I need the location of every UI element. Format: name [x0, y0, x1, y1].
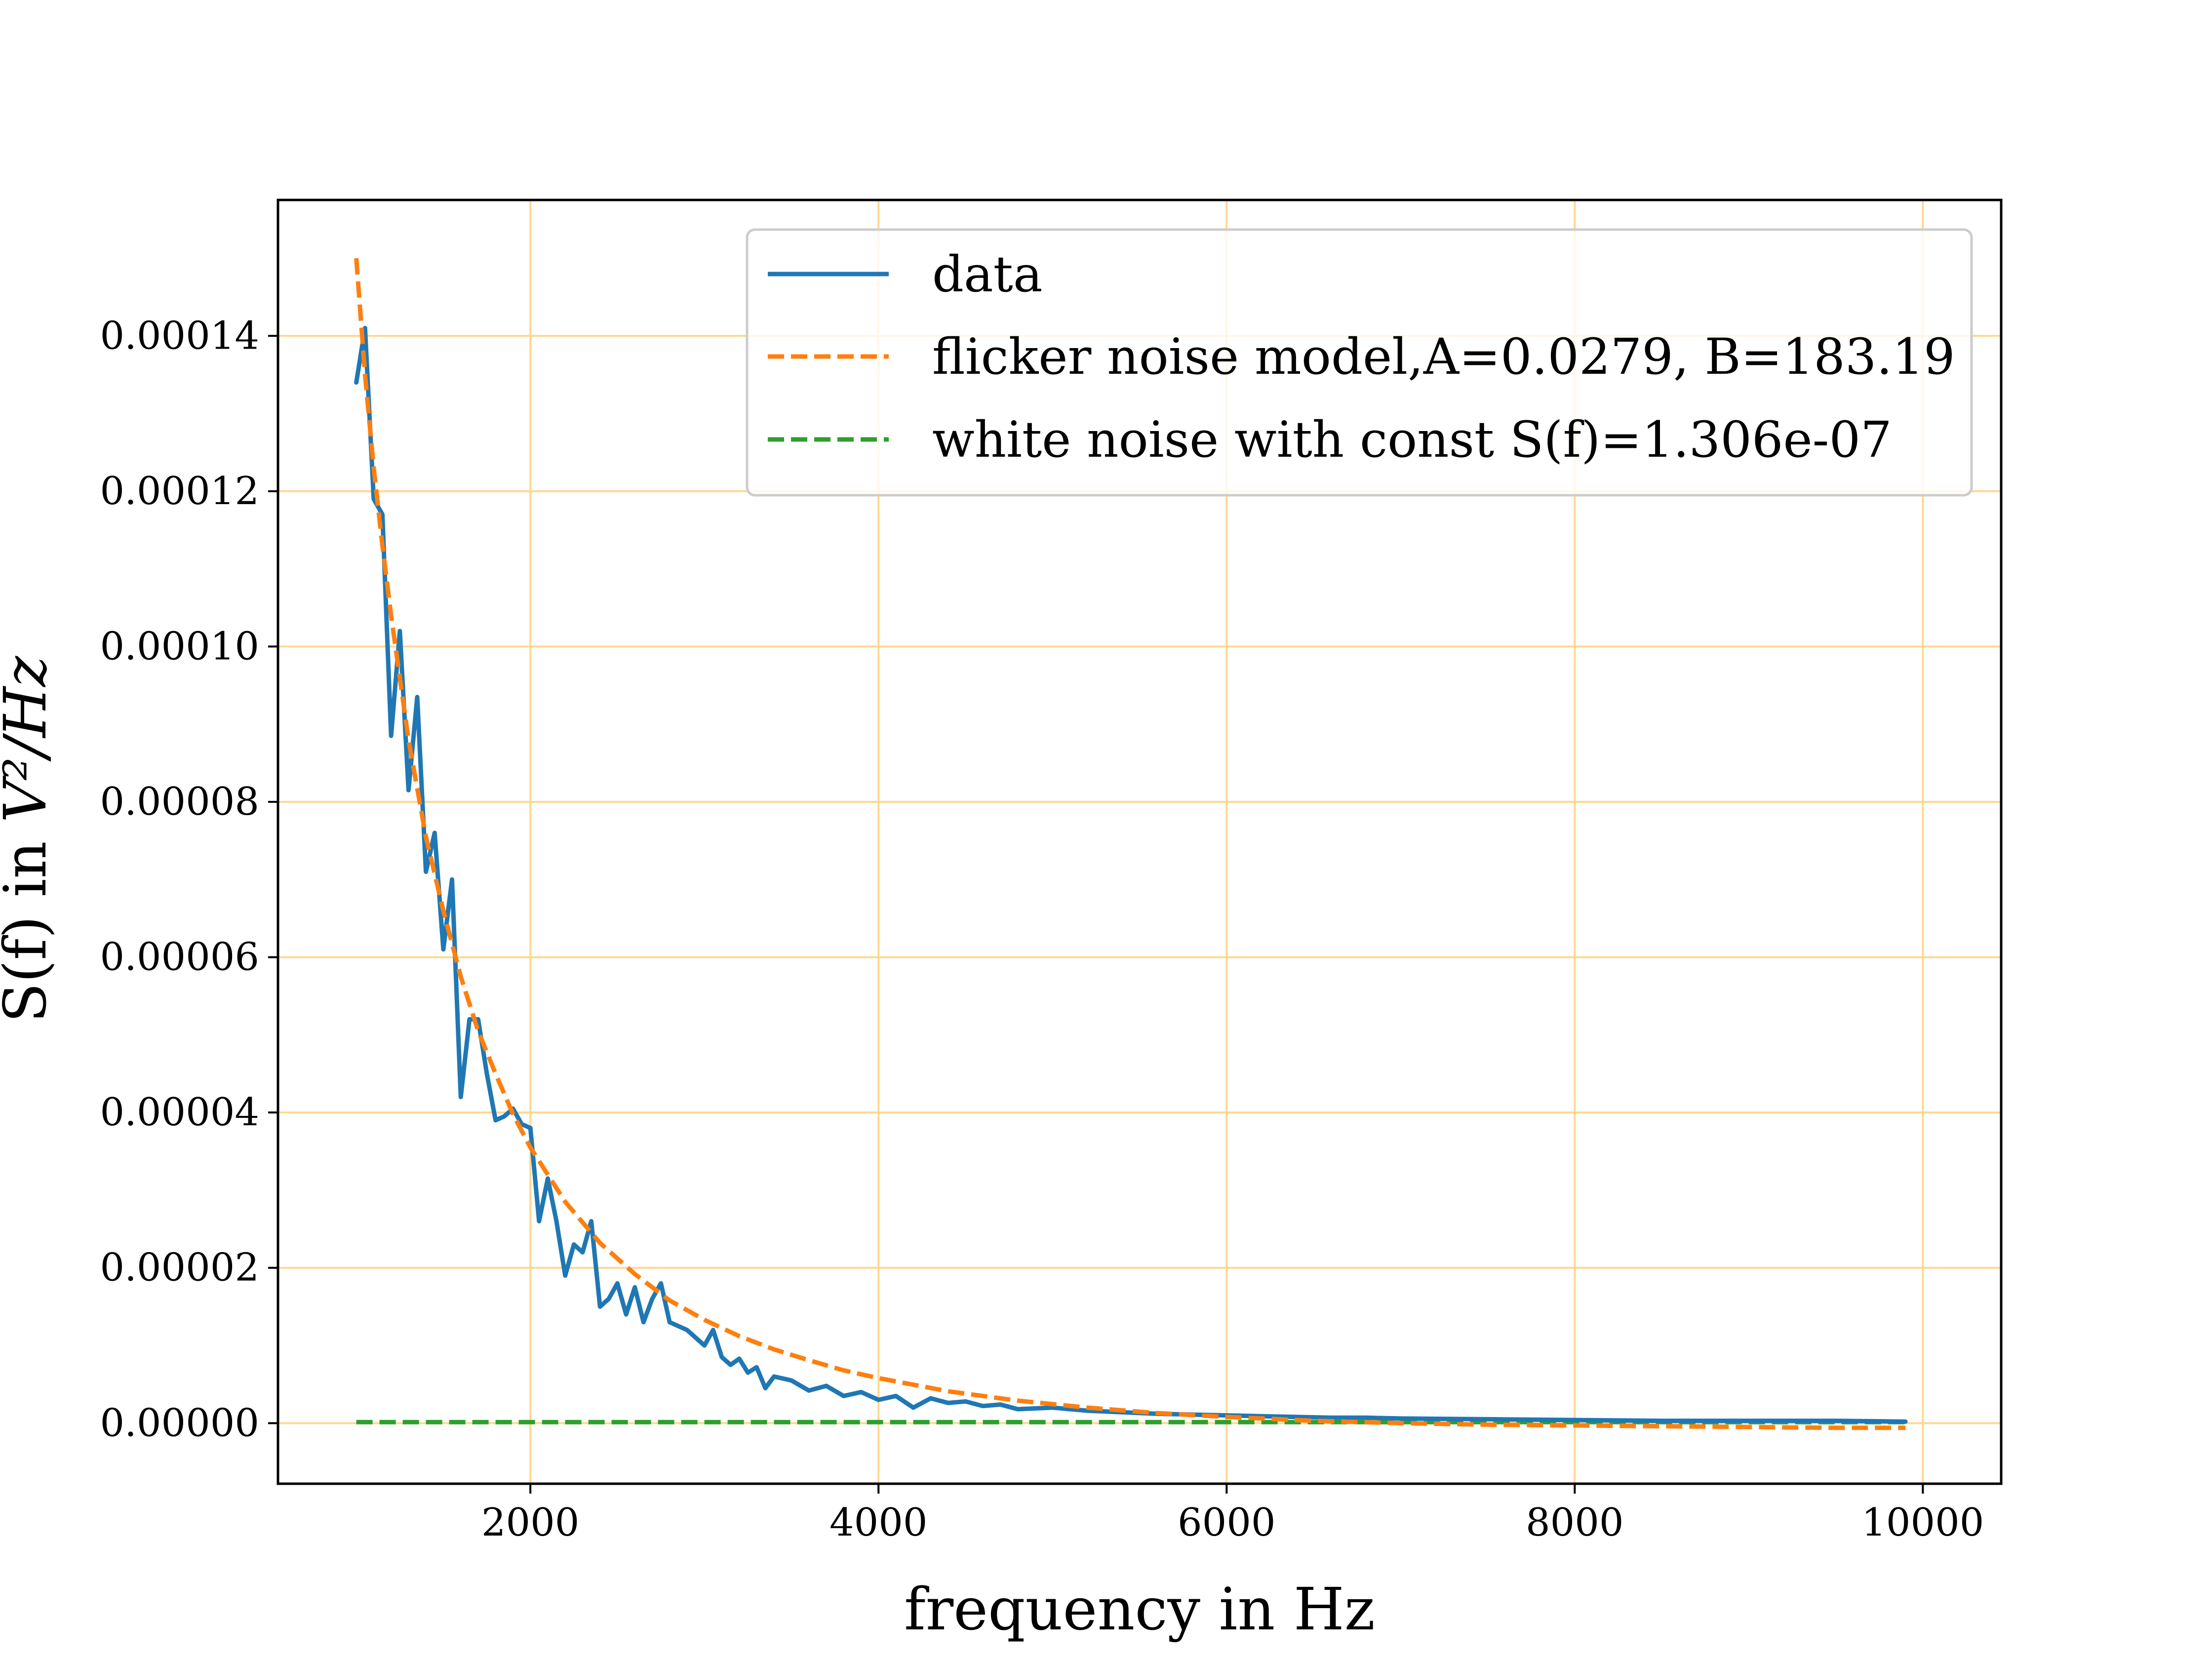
series-line-1 [354, 258, 1906, 1430]
legend-box [746, 228, 1973, 497]
legend-label-flicker: flicker noise model,A=0.0279, B=183.19 [932, 328, 1955, 386]
plot-frame [276, 198, 2003, 1485]
x-tick-label: 2000 [481, 1501, 580, 1545]
legend-label-white: white noise with const S(f)=1.306e-07 [932, 411, 1892, 469]
x-tick-label: 6000 [1178, 1501, 1276, 1545]
y-tick-label: 0.00014 [100, 314, 259, 358]
x-axis-label: frequency in Hz [904, 1575, 1375, 1643]
y-tick-label: 0.00010 [100, 624, 259, 669]
y-tick-label: 0.00012 [100, 469, 259, 514]
x-tick-label: 4000 [830, 1501, 928, 1545]
legend-label-data: data [932, 245, 1042, 303]
y-tick-label: 0.00004 [100, 1090, 259, 1135]
legend: data flicker noise model,A=0.0279, B=183… [746, 228, 1973, 497]
x-tick-label: 10000 [1861, 1501, 1984, 1545]
y-tick-label: 0.00000 [100, 1401, 259, 1445]
y-axis-label-prefix: S(f) in [0, 823, 59, 1023]
y-tick-label: 0.00002 [100, 1246, 259, 1290]
x-axis: 2000 4000 6000 8000 10000 [481, 1484, 1984, 1545]
y-tick-label: 0.00006 [100, 935, 259, 980]
series-layer [354, 258, 1908, 1430]
y-axis-label: S(f) in V²/Hz [0, 656, 59, 1023]
y-axis: 0.00000 0.00002 0.00004 0.00006 0.00008 0.000… [100, 314, 278, 1445]
y-tick-label: 0.00008 [100, 780, 259, 824]
y-axis-label-math: V²/Hz [0, 656, 59, 823]
x-tick-label: 8000 [1526, 1501, 1624, 1545]
